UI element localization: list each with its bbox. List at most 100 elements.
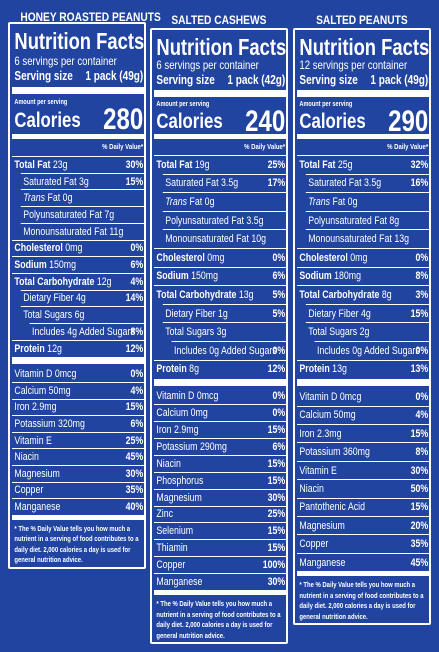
- nutrient-row: Magnesium 20%: [297, 519, 431, 533]
- nutrient-name: Copper: [14, 484, 44, 497]
- nutrient-row: Sodium 150mg 6%: [12, 258, 146, 272]
- nutrient-name: Phosphorus: [156, 474, 204, 487]
- nutrient-row: Total Carbohydrate 12g 4%: [12, 275, 146, 289]
- rule: [12, 382, 146, 383]
- rule: [154, 522, 288, 524]
- daily-value: 12%: [267, 363, 286, 376]
- nutrient-name: Pantothenic Acid: [299, 501, 365, 514]
- daily-value: 15%: [410, 307, 429, 320]
- daily-value: 15%: [267, 474, 286, 487]
- nutrient-row: Cholesterol 0mg 0%: [297, 251, 431, 265]
- calories-value: 240: [245, 104, 286, 138]
- nutrient-name: Dietary Fiber: [308, 307, 359, 320]
- nutrient-amount: 8g: [389, 214, 400, 227]
- rule: [154, 266, 288, 268]
- daily-value: 30%: [125, 467, 144, 480]
- daily-value: 12%: [125, 342, 144, 355]
- nutrient-amount: 0mg: [207, 251, 225, 264]
- rule: [154, 89, 288, 97]
- nutrient-row: Niacin 45%: [12, 450, 146, 464]
- nutrient-name: Dietary Fiber: [165, 307, 216, 320]
- nutrient-row: Iron 2.9mg 15%: [12, 400, 146, 414]
- nutrient-row: Total Fat 25g 32%: [297, 158, 431, 172]
- daily-value: 50%: [410, 482, 429, 495]
- nutrient-amount: 3.5g: [246, 214, 264, 227]
- footnote: * The % Daily Value tells you how much a…: [156, 599, 281, 640]
- nutrient-amount: 50mg: [48, 384, 71, 397]
- rule: [154, 539, 288, 541]
- nutrient-amount: 3g: [78, 175, 89, 188]
- daily-value: 8%: [415, 270, 429, 283]
- nutrient-name: Niacin: [299, 482, 324, 495]
- nutrient-amount: 19g: [194, 158, 210, 171]
- nutrient-name: Potassium: [14, 418, 56, 430]
- nutrient-name: Polyunsaturated Fat: [23, 208, 102, 221]
- nutrient-row: Copper 35%: [297, 537, 431, 551]
- nutrient-amount: 50mg: [333, 409, 356, 422]
- nutrient-name: Calcium: [299, 409, 332, 422]
- nutrient-name: Iron: [299, 427, 315, 440]
- nutrient-amount: 0mg: [65, 242, 83, 255]
- rule: [297, 285, 431, 287]
- nutrient-row: Niacin 15%: [154, 457, 288, 471]
- nutrient-name: Potassium: [156, 440, 198, 453]
- nutrient-amount: 0mcg: [196, 390, 219, 403]
- daily-value: 100%: [262, 559, 286, 572]
- daily-value: 6%: [130, 418, 144, 430]
- nutrient-row: Trans Fat 0g: [297, 195, 431, 209]
- nutrient-name: Saturated Fat: [308, 177, 362, 190]
- nutrient-row: Zinc 25%: [154, 507, 288, 521]
- nutrient-row: Thiamin 15%: [154, 541, 288, 555]
- nutrient-name: Protein: [14, 342, 45, 355]
- nutrient-row: Phosphorus 15%: [154, 474, 288, 488]
- rule: [305, 322, 431, 324]
- nutrient-row: Potassium 360mg 8%: [297, 445, 431, 459]
- daily-value: 4%: [130, 275, 144, 288]
- product-name-text: SALTED CASHEWS: [171, 13, 267, 27]
- nutrient-row: Includes 0g Added Sugars 0%: [154, 344, 288, 358]
- daily-value: 14%: [125, 292, 144, 305]
- rule: [154, 404, 288, 406]
- nutrient-name: Vitamin E: [14, 434, 52, 447]
- nutrient-row: Calcium 50mg 4%: [12, 384, 146, 398]
- rule: [20, 222, 146, 224]
- rule: [297, 497, 431, 499]
- daily-value: 0%: [272, 390, 286, 403]
- daily-value: 4%: [415, 409, 429, 422]
- daily-value: 35%: [125, 484, 144, 497]
- rule: [12, 431, 146, 433]
- nutrient-name: Total Sugars: [165, 326, 215, 339]
- nutrient-row: Total Sugars 3g: [154, 325, 288, 339]
- rule: [297, 266, 431, 268]
- nutrient-amount: 4g: [361, 307, 371, 320]
- nutrient-row: Includes 0g Added Sugars 0%: [297, 344, 431, 358]
- panel-title: Nutrition Facts: [14, 28, 145, 54]
- nutrient-name: Includes 4g Added Sugars: [32, 325, 135, 338]
- rule: [12, 87, 146, 94]
- nutrient-name: Magnesium: [156, 491, 202, 504]
- nutrient-name: Magnesium: [299, 519, 345, 532]
- rule: [20, 206, 146, 208]
- rule: [154, 359, 288, 361]
- nutrient-amount: 2.9mg: [174, 423, 199, 436]
- rule: [314, 341, 431, 342]
- panel-content: Nutrition Facts 12 servings per container…: [297, 30, 431, 623]
- nutrient-row: Vitamin E 25%: [12, 434, 146, 448]
- rule: [154, 590, 288, 595]
- nutrient-name: Manganese: [14, 501, 61, 513]
- daily-value: 5%: [272, 307, 286, 320]
- panel-title: Nutrition Facts: [299, 33, 430, 60]
- daily-value: 25%: [125, 434, 144, 447]
- dv-header: % Daily Value*: [102, 142, 144, 151]
- nutrient-amount: 13g: [394, 233, 409, 246]
- rule: [162, 303, 288, 305]
- rule: [297, 134, 431, 140]
- nutrient-amount: 6g: [74, 309, 85, 322]
- nutrient-row: Dietary Fiber 4g 15%: [297, 307, 431, 321]
- nutrient-amount: 0mcg: [339, 390, 362, 403]
- nutrient-name: Total Carbohydrate: [299, 289, 380, 301]
- daily-value: 30%: [267, 491, 286, 504]
- panel-content: Nutrition Facts 6 servings per container S…: [154, 30, 288, 642]
- daily-value: 6%: [130, 259, 144, 272]
- nutrient-name: Polyunsaturated Fat: [165, 214, 244, 227]
